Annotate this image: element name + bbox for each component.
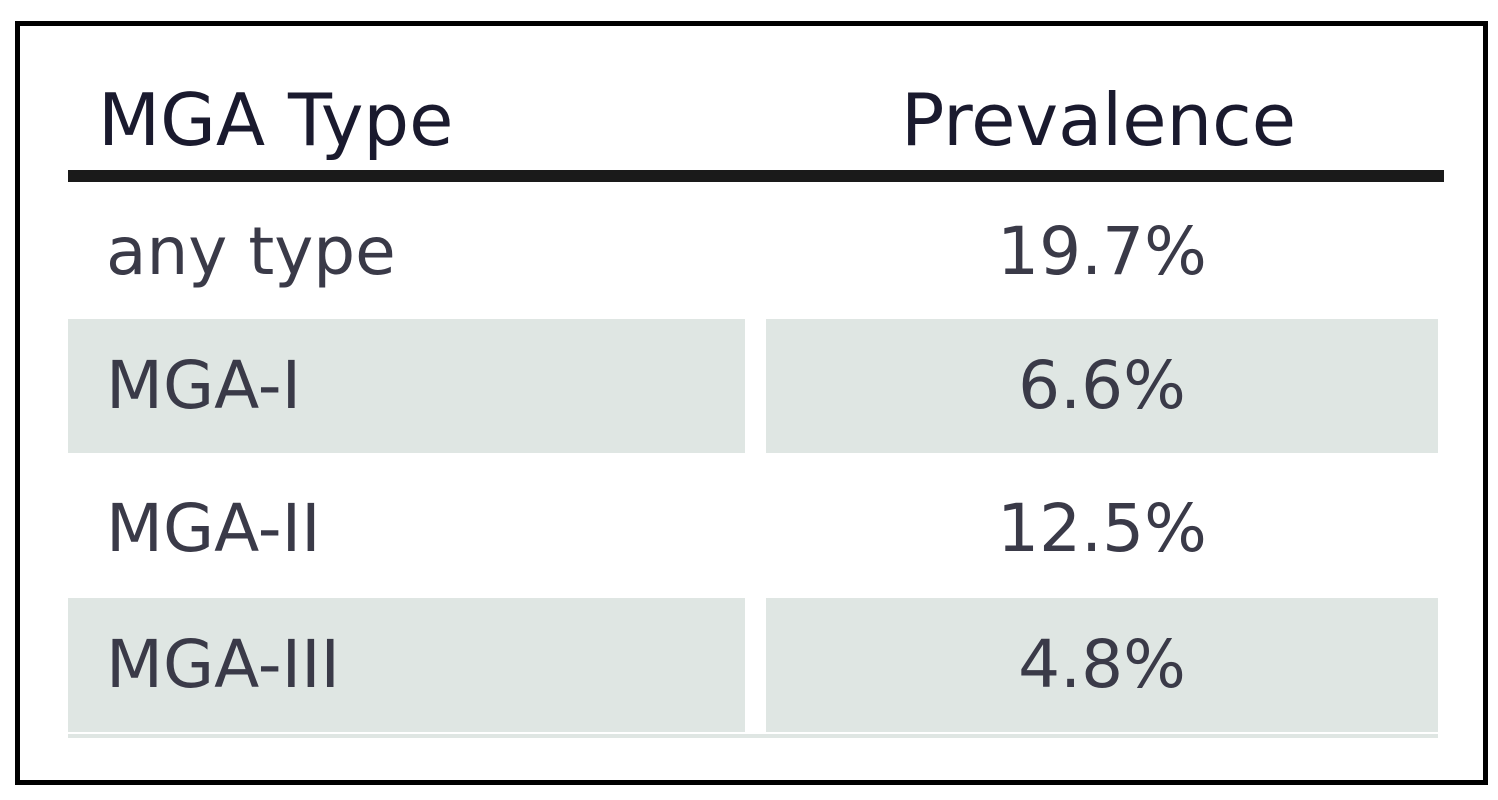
cell-prevalence: 12.5% xyxy=(997,490,1207,567)
header-mga-type: MGA Type xyxy=(98,78,454,162)
table-header-row: MGA Type Prevalence xyxy=(68,70,1444,170)
cell-prevalence: 4.8% xyxy=(766,598,1438,732)
cell-prevalence: 19.7% xyxy=(997,213,1207,290)
table-row: MGA-III 4.8% xyxy=(68,598,1438,732)
cell-mga-type: MGA-I xyxy=(68,319,745,453)
header-prevalence: Prevalence xyxy=(900,78,1296,162)
cell-mga-type: MGA-II xyxy=(106,490,321,567)
cell-prevalence: 6.6% xyxy=(766,319,1438,453)
cell-mga-type: any type xyxy=(106,213,396,290)
table-bottom-edge xyxy=(68,734,1438,738)
table-row: MGA-II 12.5% xyxy=(68,462,1438,596)
header-divider xyxy=(68,170,1444,182)
cell-mga-type: MGA-III xyxy=(68,598,745,732)
table-row: MGA-I 6.6% xyxy=(68,319,1438,453)
table-row: any type 19.7% xyxy=(68,185,1438,319)
